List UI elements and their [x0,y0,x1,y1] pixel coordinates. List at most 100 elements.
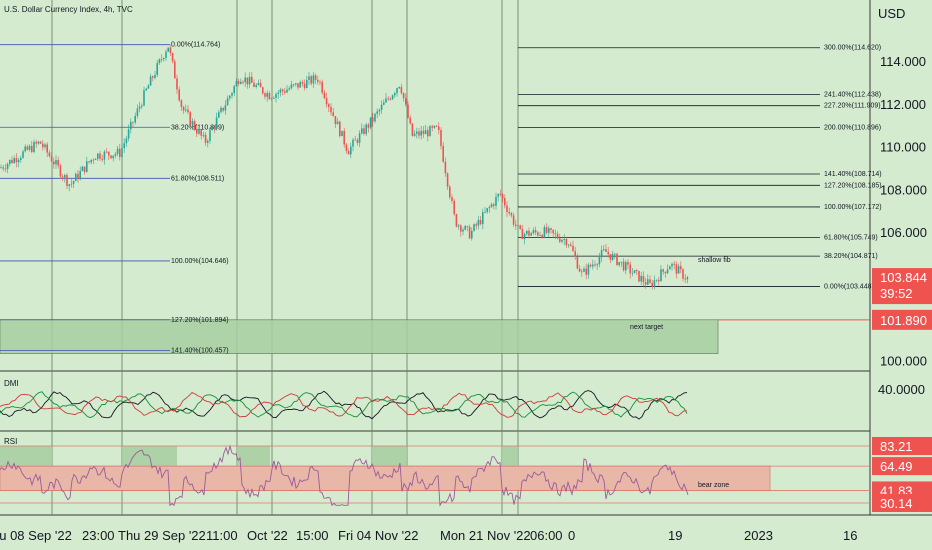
candle-body [163,58,165,60]
candle-body [2,167,4,169]
price-tick-label[interactable]: 108.000 [880,182,927,197]
candle-body [83,166,86,172]
candle-body [189,112,191,125]
price-tick-label[interactable]: 114.000 [880,54,926,69]
candle-body [257,82,260,85]
candle-body [466,226,469,227]
time-tick-label[interactable]: 11:00 [206,528,238,543]
time-tick-label[interactable]: 0 [568,528,575,543]
candle-body [490,204,493,208]
candle-body [72,180,75,184]
candle-body [684,278,686,280]
candle-body [209,130,211,141]
rsi-level-text[interactable]: 30.14 [880,496,913,511]
candle-body [347,150,350,155]
time-tick-label[interactable]: 16 [843,528,857,543]
time-tick-label[interactable]: 06:00 [530,528,563,543]
candle-body [594,264,596,266]
candle-body [570,244,572,246]
time-tick-label[interactable]: Oct '22 [247,528,288,543]
candle-body [81,166,84,172]
last-price-text[interactable]: 103.844 [880,270,927,285]
time-tick-label[interactable]: Mon 21 Nov '22 [440,528,531,543]
rsi-level-text[interactable]: 83.21 [880,439,913,454]
candle-body [200,130,202,136]
time-tick-label[interactable]: 15:00 [296,528,329,543]
target-price-text[interactable]: 101.890 [880,313,927,328]
candle-body [563,238,565,240]
candle-body [237,81,240,84]
candle-body [218,112,220,118]
candle-body [682,269,684,279]
candle-body [224,105,227,111]
candle-body [101,158,103,160]
candle-body [515,224,517,226]
dmi-tick-label[interactable]: 40.0000 [878,382,925,397]
candle-body [497,193,499,197]
fib-left-label: 61.80%(108.511) [171,175,224,182]
rsi-level-tag[interactable] [872,494,932,512]
price-tick-label[interactable]: 112.000 [880,97,926,112]
candle-body [255,84,257,87]
candle-body [48,152,51,157]
time-tick-label[interactable]: Fri 04 Nov '22 [338,528,419,543]
rsi-level-text[interactable]: 64.49 [880,459,913,474]
time-tick-label[interactable]: Thu 29 Sep '22 [118,528,206,543]
candle-body [259,82,262,88]
candle-body [277,92,279,94]
candle-body [253,82,255,87]
dmi-pane-title: DMI [4,379,19,388]
candle-body [607,251,609,255]
candle-body [31,145,33,152]
candles[interactable] [0,45,689,290]
candle-body [334,116,337,125]
candle-body [207,140,209,143]
price-axis[interactable]: 114.000 112.000 110.000 108.000 106.000 100.0… [872,54,932,512]
countdown-text[interactable]: 39:52 [880,286,913,301]
time-axis-background [0,515,932,550]
candle-body [376,111,378,114]
candle-body [543,227,546,238]
candle-body [308,76,310,80]
candle-body [15,158,18,163]
price-tick-label[interactable]: 106.000 [880,225,927,240]
candle-body [433,125,436,128]
candle-body [658,279,660,282]
fib-left-label: 127.20%(101.894) [171,317,229,324]
candle-body [68,184,70,186]
price-tick-label[interactable]: 100.000 [880,353,927,368]
candle-body [11,159,13,164]
candle-body [339,121,341,137]
target-price-tag[interactable] [872,309,932,330]
candle-body [363,128,365,134]
candle-body [576,256,579,269]
rsi-level-tag[interactable] [872,437,932,455]
candle-body [686,277,689,280]
price-tick-label[interactable]: 110.000 [880,140,926,155]
time-tick-label[interactable]: hu 08 Sep '22 [0,528,72,543]
candle-body [64,175,66,178]
candle-body [413,133,416,136]
candle-body [97,153,99,159]
candle-body [341,130,343,137]
candle-body [323,92,326,98]
rsi-bull-zone [0,446,52,467]
time-tick-label[interactable]: 19 [668,528,682,543]
time-tick-label[interactable]: 2023 [744,528,773,543]
time-tick-label[interactable]: 23:00 [82,528,115,543]
last-price-tag[interactable] [872,268,932,305]
candle-body [286,89,288,93]
candle-body [453,200,455,215]
rsi-bear-zone [0,465,771,491]
rsi-level-tag[interactable] [872,457,932,476]
candle-body [211,127,213,131]
candle-body [312,75,315,84]
candle-body [664,271,667,274]
rsi-bull-zone [122,446,177,467]
candle-body [675,264,678,274]
candle-body [464,226,466,230]
candle-body [585,268,587,275]
candle-body [174,61,176,79]
candle-body [262,87,264,94]
